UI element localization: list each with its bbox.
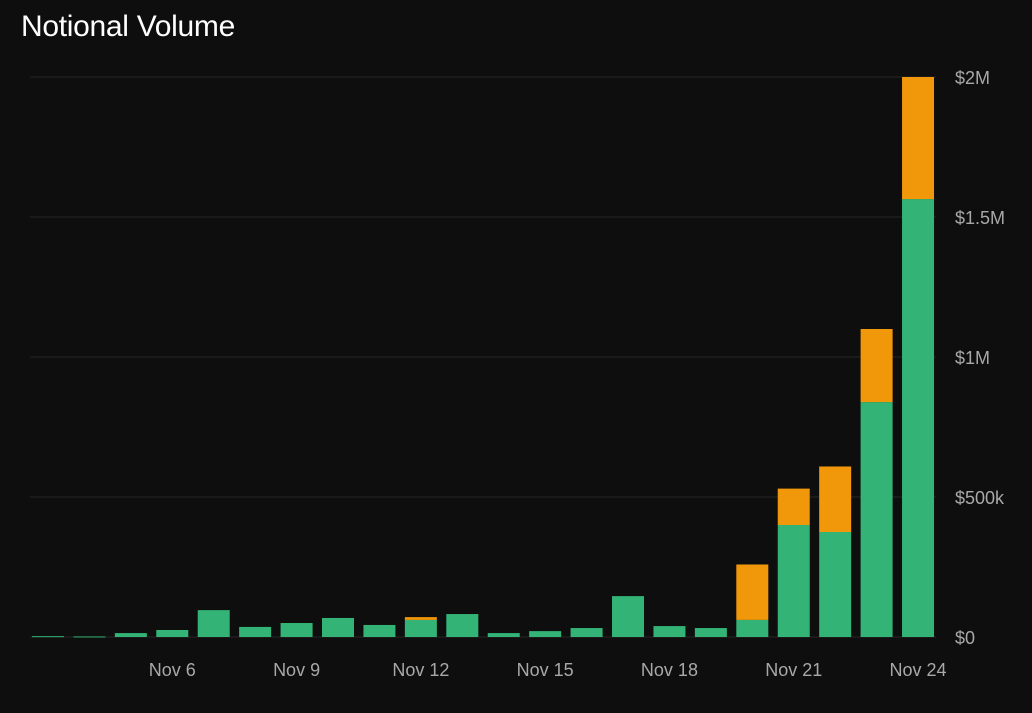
bar-segment-nov-13-series-0: [446, 614, 479, 637]
x-tick-label: Nov 12: [392, 660, 449, 680]
bar-segment-nov-8-series-0: [239, 626, 272, 637]
bar-segment-nov-21-series-1: [777, 488, 810, 525]
bar-segment-nov-23-series-1: [860, 329, 893, 403]
chart-title: Notional Volume: [21, 10, 235, 43]
y-tick-label: $2M: [955, 68, 990, 88]
bar-segment-nov-17-series-0: [612, 596, 645, 637]
bar-segment-nov-12-series-1: [404, 617, 437, 620]
x-tick-label: Nov 15: [517, 660, 574, 680]
bar-segment-nov-24-series-0: [902, 199, 935, 637]
y-tick-label: $1.5M: [955, 208, 1005, 228]
bar-segment-nov-16-series-0: [570, 628, 603, 637]
bar-segment-nov-22-series-1: [819, 466, 852, 532]
bar-segment-nov-15-series-0: [529, 631, 562, 637]
bar-segment-nov-10-series-0: [322, 617, 355, 637]
bar-segment-nov-19-series-0: [694, 628, 727, 637]
bar-segment-nov-6-series-0: [156, 630, 189, 637]
y-tick-label: $500k: [955, 488, 1005, 508]
bar-segment-nov-3-series-0: [32, 636, 64, 638]
y-tick-label: $0: [955, 628, 975, 648]
bar-segment-nov-18-series-0: [653, 626, 686, 637]
y-tick-label: $1M: [955, 348, 990, 368]
bar-segment-nov-12-series-0: [404, 619, 437, 637]
bar-segment-nov-21-series-0: [777, 525, 810, 637]
bar-segment-nov-23-series-0: [860, 402, 893, 637]
x-tick-label: Nov 6: [149, 660, 196, 680]
bar-segment-nov-7-series-0: [197, 610, 230, 637]
bar-segment-nov-20-series-1: [736, 564, 769, 620]
bar-segment-nov-11-series-0: [363, 624, 396, 637]
x-tick-label: Nov 18: [641, 660, 698, 680]
x-tick-label: Nov 21: [765, 660, 822, 680]
bar-segment-nov-22-series-0: [819, 532, 852, 637]
x-tick-label: Nov 24: [890, 660, 947, 680]
bar-segment-nov-5-series-0: [114, 633, 147, 637]
bar-segment-nov-24-series-1: [902, 77, 935, 200]
x-tick-label: Nov 9: [273, 660, 320, 680]
bar-segment-nov-20-series-0: [736, 619, 769, 637]
bar-segment-nov-14-series-0: [487, 633, 520, 637]
bar-segment-nov-4-series-0: [73, 636, 106, 638]
bar-segment-nov-9-series-0: [280, 623, 313, 637]
